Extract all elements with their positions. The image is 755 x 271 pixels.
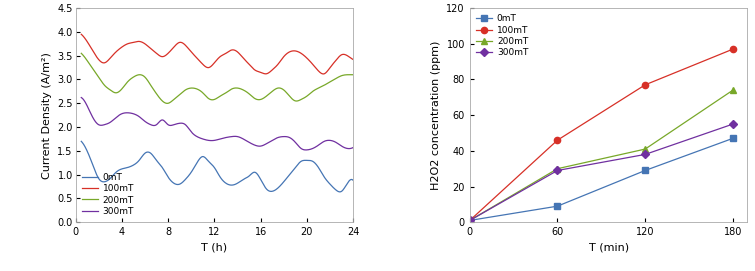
X-axis label: T (h): T (h) <box>202 243 227 253</box>
Y-axis label: Current Density (A/m²): Current Density (A/m²) <box>42 52 51 179</box>
Legend: 0mT, 100mT, 200mT, 300mT: 0mT, 100mT, 200mT, 300mT <box>474 13 530 59</box>
X-axis label: T (min): T (min) <box>589 243 629 253</box>
Y-axis label: H2O2 concentration (ppm): H2O2 concentration (ppm) <box>431 40 441 190</box>
Legend: 0mT, 100mT, 200mT, 300mT: 0mT, 100mT, 200mT, 300mT <box>80 171 136 218</box>
